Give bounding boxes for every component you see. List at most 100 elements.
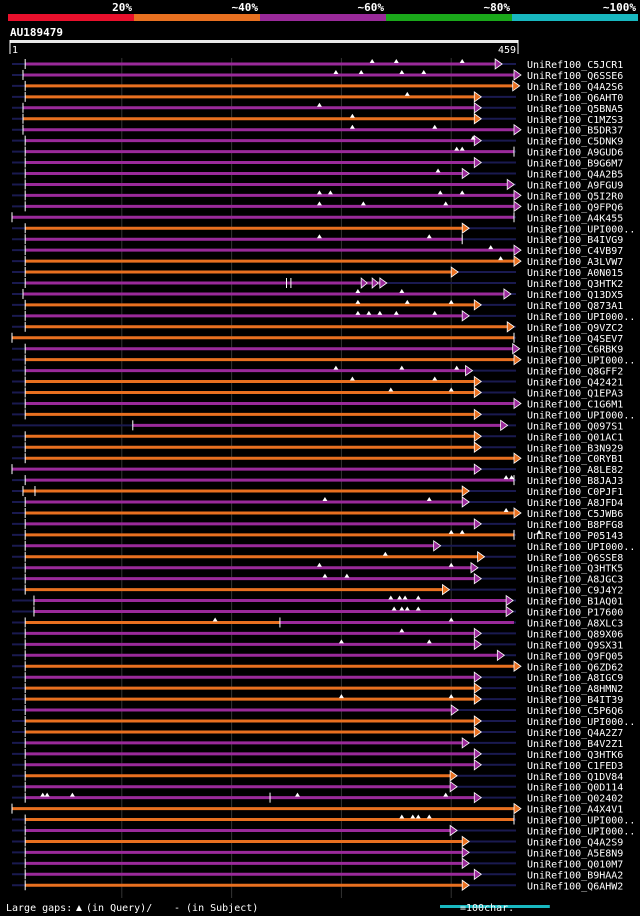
- query-gap-marker: [355, 310, 361, 315]
- ruler-bar: [10, 40, 518, 43]
- query-gap-marker: [443, 201, 449, 206]
- hit-label: UniRef100_A8JGC3: [527, 575, 623, 586]
- hit-label: UniRef100_A3LVW7: [527, 257, 623, 268]
- hit-label: UniRef100_B3N929: [527, 443, 623, 454]
- hit-row: UniRef100_A5E8N9: [12, 846, 623, 859]
- hit-row: UniRef100_C5JWB6: [12, 507, 623, 520]
- hit-end-arrow: [512, 80, 521, 92]
- query-gap-marker: [382, 551, 388, 556]
- hit-end-arrow: [473, 386, 482, 399]
- hit-end-arrow: [503, 288, 512, 300]
- hit-label: UniRef100_Q8GFF2: [527, 367, 623, 378]
- hit-row: UniRef100_Q4SEV7: [11, 332, 623, 345]
- hit-end-arrow: [473, 430, 482, 443]
- hit-label: UniRef100_Q5BNA5: [527, 104, 623, 115]
- hit-end-arrow: [513, 452, 522, 464]
- hit-row: UniRef100_A9FGU9: [12, 178, 623, 191]
- hit-row: UniRef100_Q9FQ05: [12, 649, 623, 662]
- hit-end-arrow: [450, 704, 459, 716]
- hit-label: UniRef100_Q0D114: [527, 783, 623, 794]
- query-gap-marker: [426, 639, 432, 644]
- hit-end-arrow: [513, 69, 522, 81]
- hit-label: UniRef100_Q3HTK5: [527, 564, 623, 575]
- query-gap-marker: [459, 59, 465, 63]
- hit-label: UniRef100_Q9FPQ6: [527, 202, 623, 213]
- hit-label: UniRef100_Q6SSE8: [527, 553, 623, 564]
- hit-label: UniRef100_C5DNK9: [527, 137, 623, 148]
- hit-label: UniRef100_Q1DV84: [527, 772, 623, 783]
- hit-end-arrow: [473, 791, 482, 804]
- query-gap-marker: [448, 617, 454, 622]
- hit-end-arrow: [470, 561, 479, 574]
- hit-label: UniRef100_B9G6M7: [527, 159, 623, 170]
- hit-row: UniRef100_A8HMN2: [12, 682, 623, 695]
- hit-end-arrow: [505, 594, 514, 607]
- hit-label: UniRef100_Q6SSE6: [527, 71, 623, 82]
- hit-row: UniRef100_Q13DX5: [12, 288, 623, 301]
- hit-end-arrow: [506, 321, 515, 333]
- query-gap-marker: [391, 606, 397, 611]
- hit-label: UniRef100_A0N015: [527, 268, 623, 279]
- hit-label: UniRef100_A9GUD6: [527, 148, 623, 159]
- hit-label: UniRef100_Q13DX5: [527, 290, 623, 301]
- query-gap-marker: [377, 310, 383, 315]
- hit-end-arrow: [513, 507, 522, 519]
- hit-label: UniRef100_UPI000..: [527, 356, 635, 367]
- query-gap-marker: [69, 792, 75, 797]
- legend-swatch: [134, 14, 260, 21]
- query-gap-marker: [426, 814, 432, 819]
- hit-end-arrow: [473, 375, 482, 388]
- hit-label: UniRef100_C5P6Q6: [527, 706, 623, 717]
- query-gap-marker: [355, 288, 361, 293]
- hit-label: UniRef100_C0RYB1: [527, 454, 623, 465]
- hit-label: UniRef100_A5E8N9: [527, 848, 623, 859]
- query-gap-marker: [454, 365, 460, 370]
- query-gap-marker: [40, 792, 46, 797]
- query-gap-marker: [393, 310, 399, 315]
- hit-row: UniRef100_Q9SX31: [12, 638, 623, 651]
- query-gap-marker: [459, 146, 465, 151]
- query-gap-marker: [432, 124, 438, 129]
- hit-label: UniRef100_Q873A1: [527, 301, 623, 312]
- hit-end-arrow: [473, 671, 482, 683]
- hit-label: UniRef100_Q6ZD62: [527, 662, 623, 673]
- ruler-end-label: 459: [498, 45, 516, 56]
- hit-row: UniRef100_B4IVG9: [12, 234, 623, 246]
- hit-label: UniRef100_A4K455: [527, 213, 623, 224]
- query-gap-marker: [369, 59, 375, 63]
- hit-row: UniRef100_Q4A2S9: [12, 835, 623, 848]
- hit-end-arrow: [513, 255, 522, 267]
- query-gap-marker: [322, 573, 328, 578]
- hit-row: UniRef100_B4V2Z1: [12, 737, 623, 750]
- hit-row: UniRef100_Q01AC1: [12, 430, 623, 443]
- hit-row: UniRef100_C5P6Q6: [12, 704, 623, 717]
- hit-label: UniRef100_Q3HTK6: [527, 750, 623, 761]
- query-gap-marker: [448, 529, 454, 534]
- hit-end-arrow: [433, 540, 442, 552]
- query-gap-marker: [448, 387, 454, 392]
- hit-end-arrow: [449, 769, 458, 782]
- hit-label: UniRef100_C5JCR1: [527, 60, 623, 71]
- hit-label: UniRef100_B5DR37: [527, 126, 623, 137]
- hit-row: UniRef100_UPI000..: [12, 353, 635, 367]
- hit-row: UniRef100_C1MZS3: [12, 112, 623, 126]
- hit-end-arrow: [506, 178, 515, 191]
- hit-label: UniRef100_B8JAJ3: [527, 476, 623, 487]
- query-gap-marker: [470, 135, 476, 140]
- query-gap-marker: [448, 562, 454, 567]
- hit-label: UniRef100_Q01AC1: [527, 432, 623, 443]
- hit-row: UniRef100_Q4A2S6: [12, 80, 623, 93]
- hit-end-arrow: [500, 419, 509, 432]
- query-gap-marker: [448, 694, 454, 699]
- query-gap-marker: [316, 234, 322, 239]
- hit-row: UniRef100_Q5BNA5: [12, 102, 623, 115]
- hit-label: UniRef100_P17600: [527, 608, 623, 619]
- legend-swatch: [260, 14, 386, 21]
- query-gap-marker: [415, 606, 421, 611]
- hit-end-arrow: [473, 463, 482, 475]
- query-gap-marker: [388, 387, 394, 392]
- hit-end-arrow: [473, 682, 482, 694]
- hit-mid-arrow: [360, 277, 368, 289]
- hit-label: UniRef100_A9FGU9: [527, 180, 623, 191]
